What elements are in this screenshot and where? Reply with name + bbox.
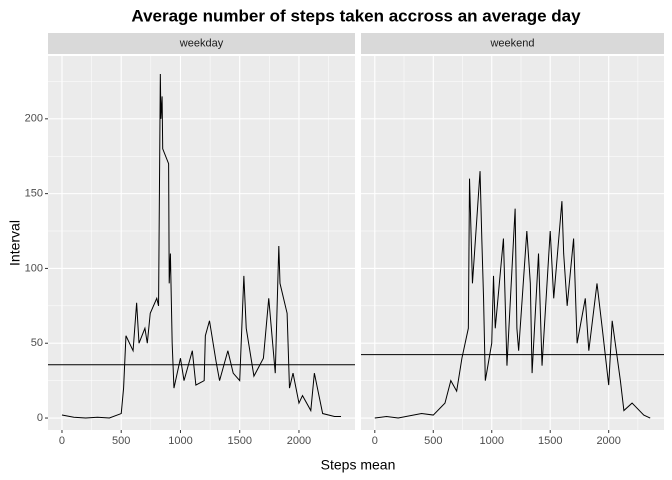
x-tick-label: 1500	[227, 435, 251, 447]
y-tick-label: 100	[25, 262, 43, 274]
y-tick-label: 0	[37, 412, 43, 424]
strip-background	[361, 33, 664, 54]
panel-background	[361, 56, 664, 430]
chart-title: Average number of steps taken accross an…	[131, 6, 581, 25]
y-tick-label: 200	[25, 113, 43, 125]
strip-label: weekend	[489, 37, 534, 49]
x-tick-label: 0	[372, 435, 378, 447]
strip-label: weekday	[179, 37, 224, 49]
y-tick-label: 50	[31, 337, 43, 349]
y-tick-label: 150	[25, 188, 43, 200]
x-tick-label: 1000	[168, 435, 192, 447]
panel-background	[48, 56, 355, 430]
data-line	[374, 171, 651, 419]
strip-background	[48, 33, 355, 54]
x-tick-label: 500	[112, 435, 130, 447]
y-axis-label: Interval	[7, 220, 23, 266]
x-tick-label: 2000	[596, 435, 620, 447]
x-tick-label: 0	[59, 435, 65, 447]
x-tick-label: 1000	[480, 435, 504, 447]
data-line	[61, 73, 342, 419]
x-axis-label: Steps mean	[321, 457, 396, 473]
x-tick-label: 2000	[287, 435, 311, 447]
x-tick-label: 500	[424, 435, 442, 447]
x-tick-label: 1500	[538, 435, 562, 447]
